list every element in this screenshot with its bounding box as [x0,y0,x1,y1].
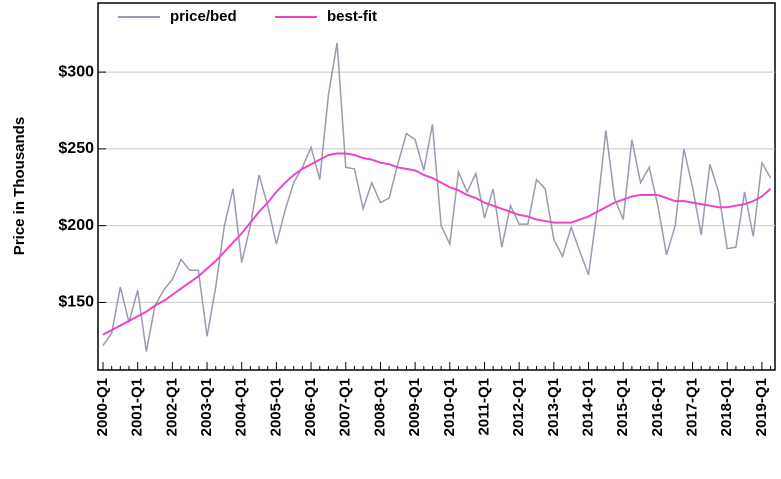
x-tick-label: 2018-Q1 [718,378,735,436]
x-tick-label: 2015-Q1 [614,378,631,436]
x-tick-label: 2016-Q1 [649,378,666,436]
x-tick-label: 2005-Q1 [267,378,284,436]
y-tick-label: $150 [58,294,94,311]
x-tick-label: 2000-Q1 [94,378,111,436]
x-tick-label: 2012-Q1 [510,378,527,436]
y-tick-label: $250 [58,140,94,157]
x-tick-label: 2004-Q1 [233,378,250,436]
x-tick-label: 2010-Q1 [441,378,458,436]
x-tick-label: 2009-Q1 [406,378,423,436]
series-line [102,152,772,336]
x-tick-label: 2019-Q1 [753,378,770,436]
series-line [102,42,772,352]
x-tick-label: 2001-Q1 [129,378,146,436]
y-tick-label: $200 [58,217,94,234]
y-tick-label: $300 [58,63,94,80]
x-tick-label: 2014-Q1 [579,378,596,436]
x-tick-label: 2008-Q1 [371,378,388,436]
x-tick-label: 2011-Q1 [475,378,492,436]
legend-label: price/bed [170,8,237,25]
x-tick-label: 2007-Q1 [337,378,354,436]
x-tick-label: 2013-Q1 [545,378,562,436]
x-tick-label: 2003-Q1 [198,378,215,436]
legend-label: best-fit [327,8,377,25]
y-axis-label: Price in Thousands [11,117,28,255]
plot-area [97,2,776,371]
x-tick-label: 2002-Q1 [163,378,180,436]
x-tick-label: 2017-Q1 [684,378,701,436]
x-tick-label: 2006-Q1 [302,378,319,436]
